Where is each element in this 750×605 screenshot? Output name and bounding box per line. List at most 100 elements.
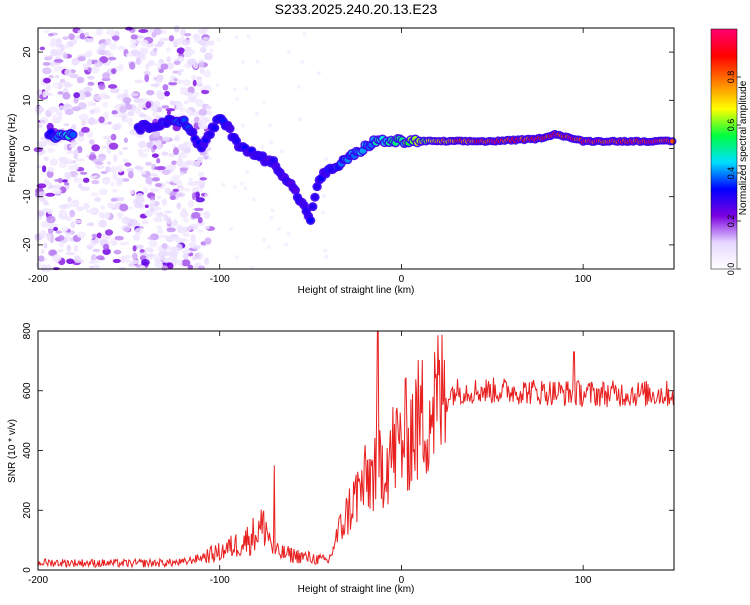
spectrogram-noise-cell (122, 97, 132, 104)
spectrogram-noise-cell (69, 209, 76, 218)
spectrogram-noise-cell (146, 89, 155, 96)
snr-x-tick-label: 0 (399, 575, 405, 586)
spectrogram-noise-cell (39, 117, 49, 125)
spectrogram-noise-cell (134, 54, 145, 58)
spectrogram-noise-cell (262, 237, 267, 242)
spectrogram-noise-cell (197, 216, 203, 224)
spectrogram-noise-cell (63, 81, 71, 88)
spectrogram-noise-cell (168, 153, 175, 158)
spectrogram-noise-cell (177, 71, 182, 76)
spectrogram-noise-cell (154, 211, 160, 216)
spectrogram-noise-cell (141, 170, 147, 175)
snr-plot-area (38, 331, 674, 570)
spectrogram-ridge-cell (311, 194, 319, 201)
spectrogram-noise-cell (127, 110, 135, 117)
spectrogram-noise-cell (71, 160, 77, 164)
spectrogram-noise-cell (82, 177, 90, 183)
spectrogram-cells (33, 25, 677, 273)
spectrogram-noise-cell (162, 165, 173, 171)
spectrogram-noise-cell (193, 91, 200, 98)
spectrogram-noise-cell (86, 222, 94, 227)
spectrogram-noise-cell (77, 136, 85, 142)
spectrogram-noise-cell (201, 120, 207, 128)
spectrogram-noise-cell (199, 47, 207, 53)
snr-x-tick-label: -200 (28, 575, 48, 586)
spectrogram-noise-cell (215, 83, 220, 88)
spectrogram-noise-cell (192, 255, 197, 261)
spectrogram-noise-cell (195, 251, 204, 260)
spectrogram-noise-cell (191, 187, 198, 193)
spectrogram-noise-cell (59, 78, 66, 83)
spectrogram-noise-cell (187, 94, 197, 103)
spectrogram-noise-cell (195, 98, 204, 107)
spectrogram-noise-cell (243, 185, 248, 190)
spectrogram-noise-cell (116, 164, 124, 173)
spectrogram-noise-cell (148, 239, 158, 248)
spectrogram-noise-cell (125, 26, 133, 31)
spectrogram-noise-cell (63, 182, 70, 186)
spectrogram-noise-cell (87, 75, 95, 80)
spectrogram-noise-cell (154, 63, 163, 67)
spectrogram-noise-cell (151, 130, 161, 139)
spectrogram-noise-cell (51, 254, 62, 263)
spectrogram-noise-cell (50, 38, 58, 46)
spectrogram-noise-cell (100, 145, 110, 149)
spectrogram-noise-cell (88, 37, 94, 44)
spectrogram-noise-cell (88, 139, 95, 145)
spectrogram-noise-cell (165, 108, 176, 112)
spectrogram-noise-cell (71, 59, 79, 66)
spectrogram-noise-cell (43, 242, 48, 249)
spectrogram-noise-cell (111, 110, 118, 115)
spectrogram-noise-cell (160, 140, 167, 145)
spectrogram-noise-cell (75, 158, 85, 162)
spectrogram-noise-cell (99, 56, 109, 64)
spectrogram-noise-cell (149, 188, 160, 193)
spectrogram-noise-cell (175, 102, 184, 111)
spectrogram-noise-cell (232, 184, 237, 189)
spectrogram-noise-cell (107, 121, 112, 125)
spectrogram-noise-cell (57, 115, 63, 120)
spectrogram-noise-cell (175, 243, 183, 252)
spectrogram-noise-cell (70, 140, 78, 146)
spectrogram-noise-cell (105, 38, 112, 46)
spectrogram-noise-cell (157, 251, 167, 257)
spectrogram-noise-cell (50, 48, 58, 57)
spectrogram-noise-cell (177, 143, 187, 151)
spectrogram-noise-cell (106, 147, 112, 154)
spectrogram-noise-cell (182, 232, 190, 238)
spectrogram-noise-cell (187, 264, 194, 270)
colorbar-ticks: 0.0 0.2 0.4 0.6 0.8 (726, 71, 741, 275)
spectrogram-noise-cell (182, 226, 191, 233)
spectrogram-noise-cell (197, 229, 204, 233)
spectrogram-ridge-cell (226, 125, 234, 132)
spectrogram-noise-cell (198, 108, 208, 116)
spectrogram-noise-cell (64, 109, 74, 116)
spectrogram-noise-cell (183, 252, 189, 260)
spectrogram-noise-cell (131, 252, 138, 260)
spectrogram-noise-cell (168, 35, 175, 42)
spectrogram-noise-cell (138, 152, 148, 158)
spectrogram-noise-cell (200, 211, 205, 216)
spectrogram-noise-cell (255, 59, 260, 64)
spectrogram-noise-cell (88, 117, 96, 126)
spectrogram-noise-cell (112, 188, 118, 193)
spectrogram-noise-cell (107, 161, 112, 165)
spectrogram-noise-cell (54, 75, 60, 79)
spectrogram-noise-cell (181, 259, 191, 267)
spectrogram-y-tick-label: -20 (22, 237, 33, 252)
spectrogram-noise-cell (96, 255, 105, 260)
spectrogram-noise-cell (100, 170, 108, 175)
spectrogram-noise-cell (246, 34, 251, 39)
spectrogram-noise-cell (91, 179, 100, 185)
spectrogram-noise-cell (41, 165, 47, 173)
spectrogram-noise-cell (175, 192, 186, 198)
spectrogram-noise-cell (113, 113, 123, 118)
spectrogram-noise-cell (113, 241, 118, 246)
figure-title: S233.2025.240.20.13.E23 (275, 1, 438, 17)
spectrogram-noise-cell (95, 164, 105, 169)
spectrogram-noise-cell (169, 250, 179, 256)
spectrogram-noise-cell (78, 113, 89, 121)
colorbar-tick-label: 0.8 (726, 71, 736, 84)
spectrogram-noise-cell (192, 79, 197, 87)
spectrogram-noise-cell (62, 92, 71, 100)
